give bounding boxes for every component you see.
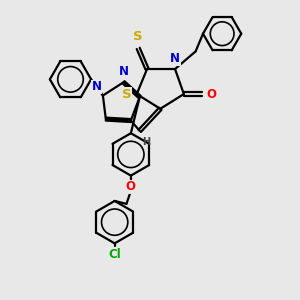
Text: N: N bbox=[170, 52, 180, 65]
Text: N: N bbox=[118, 65, 128, 78]
Text: O: O bbox=[126, 180, 136, 193]
Text: S: S bbox=[134, 30, 143, 43]
Text: O: O bbox=[207, 88, 217, 100]
Text: H: H bbox=[142, 137, 150, 147]
Text: S: S bbox=[122, 88, 131, 100]
Text: N: N bbox=[92, 80, 101, 93]
Text: Cl: Cl bbox=[108, 248, 121, 261]
